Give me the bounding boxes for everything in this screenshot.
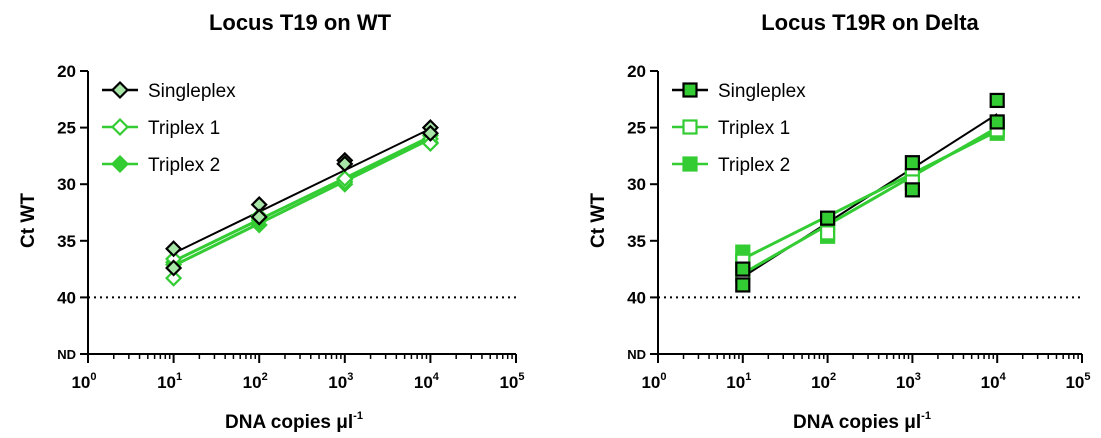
x-tick-label: 102: [811, 371, 836, 392]
legend-marker: [110, 154, 130, 174]
y-tick-label: 35: [627, 232, 646, 251]
data-point-singleplex: [819, 210, 836, 226]
data-point-singleplex: [904, 155, 921, 171]
legend-label: Triplex 2: [718, 155, 790, 176]
x-tick-label: 100: [71, 371, 96, 392]
data-point-singleplex: [989, 92, 1005, 109]
x-tick-label: 101: [157, 371, 182, 392]
y-tick-label: 20: [57, 62, 76, 81]
y-tick-label: 25: [627, 119, 646, 138]
fit-line-triplex-2: [172, 135, 432, 263]
x-tick-label: 102: [243, 371, 268, 392]
data-point-singleplex: [989, 114, 1005, 130]
x-tick-label: 101: [726, 371, 751, 392]
data-point-triplex-1: [336, 169, 354, 188]
y-tick-label: ND: [627, 347, 646, 362]
data-point-triplex-1: [421, 134, 439, 153]
data-point-triplex-1: [819, 225, 836, 241]
fit-line-triplex-2: [742, 129, 998, 261]
x-tick-label: 103: [328, 371, 353, 392]
legend-marker: [682, 156, 698, 172]
x-tick-label: 104: [414, 371, 440, 392]
legend-marker: [682, 82, 698, 98]
y-tick-label: ND: [57, 347, 76, 362]
data-point-singleplex: [904, 182, 921, 198]
chart-title: Locus T19R on Delta: [761, 10, 979, 35]
legend: Singleplex Triplex 1 Triplex 2: [102, 80, 236, 176]
data-point-singleplex: [735, 277, 751, 293]
chart-panel-2: Locus T19R on Delta 20 25 30 35 40 ND 100 101 102…: [588, 10, 1091, 433]
x-tick-label: 105: [1065, 371, 1090, 392]
legend-marker: [110, 117, 130, 137]
data-point-singleplex: [250, 208, 268, 226]
legend-label: Singleplex: [148, 81, 236, 102]
y-tick-label: 20: [627, 62, 646, 81]
legend-label: Triplex 1: [718, 118, 790, 139]
y-tick-label: 40: [627, 288, 646, 307]
x-tick-label: 100: [641, 371, 666, 392]
y-tick-label: 35: [57, 232, 76, 251]
x-tick-label: 104: [981, 371, 1007, 392]
data-point-triplex-1: [165, 269, 183, 287]
legend-label: Singleplex: [718, 81, 806, 102]
y-axis-label: Ct WT: [588, 193, 609, 248]
fit-line-singleplex: [173, 127, 431, 255]
data-point-singleplex: [421, 124, 439, 142]
x-tick-label: 105: [499, 371, 524, 392]
y-tick-label: 40: [57, 288, 76, 307]
y-tick-label: 30: [627, 175, 646, 194]
data-point-singleplex: [336, 155, 354, 173]
legend-label: Triplex 2: [148, 155, 220, 176]
x-axis-label: DNA copies μl-1: [793, 410, 931, 433]
x-tick-label: 103: [896, 371, 921, 392]
data-point-singleplex: [165, 240, 183, 258]
y-tick-label: 25: [57, 119, 76, 138]
legend: Singleplex Triplex 1 Triplex 2: [672, 81, 806, 176]
chart-title: Locus T19 on WT: [209, 10, 392, 35]
fit-line-triplex-1: [172, 137, 432, 268]
x-axis-label: DNA copies μl-1: [225, 410, 363, 433]
data-point-singleplex: [165, 259, 183, 277]
chart-panel-1: Locus T19 on WT 20 25 30 35 40 ND 100 101 102 103 1…: [18, 10, 525, 433]
legend-marker: [110, 80, 130, 100]
y-axis-label: Ct WT: [18, 193, 39, 248]
y-tick-label: 30: [57, 175, 76, 194]
legend-label: Triplex 1: [148, 118, 220, 139]
data-point-singleplex: [735, 261, 751, 277]
legend-marker: [682, 119, 698, 135]
